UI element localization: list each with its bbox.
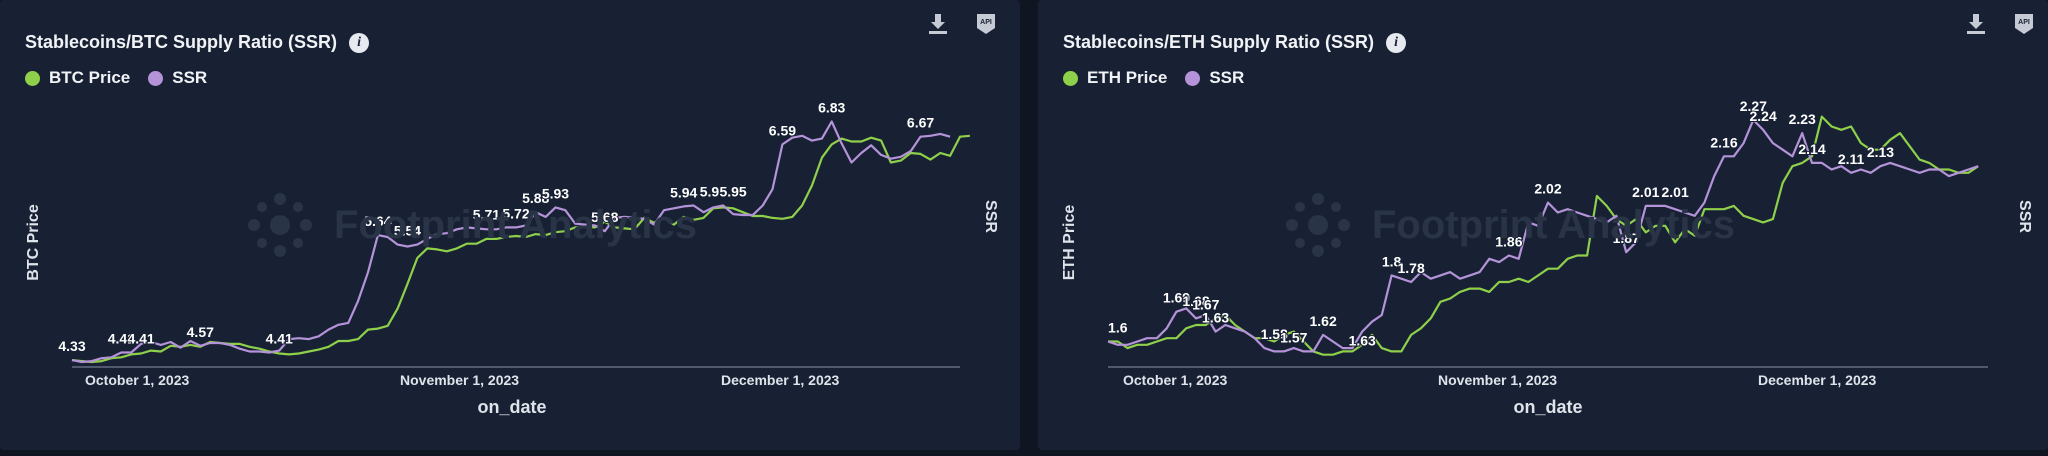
- legend-label: ETH Price: [1087, 68, 1168, 87]
- info-icon[interactable]: i: [349, 32, 370, 53]
- data-label: 6.59: [769, 122, 796, 138]
- legend-item-ssr[interactable]: SSR: [148, 68, 207, 88]
- legend-swatch: [25, 70, 40, 86]
- data-label: 4.33: [58, 338, 85, 354]
- chart-title-text: Stablecoins/BTC Supply Ratio (SSR): [25, 32, 338, 52]
- x-tick-label: November 1, 2023: [400, 372, 519, 388]
- y-axis-title-left: ETH Price: [1061, 205, 1078, 281]
- btc-ssr-chart: October 1, 2023 November 1, 2023 December …: [25, 98, 999, 417]
- data-label: 2.01: [1661, 184, 1688, 200]
- x-tick-label: October 1, 2023: [85, 372, 189, 388]
- data-label: 2.16: [1710, 134, 1737, 150]
- data-label: 5.54: [394, 223, 421, 239]
- legend-swatch: [1063, 70, 1078, 86]
- data-label: 5.88: [522, 190, 549, 206]
- x-tick-label: December 1, 2023: [721, 372, 840, 388]
- legend-item-ssr[interactable]: SSR: [1185, 68, 1244, 88]
- eth-ssr-chart: October 1, 2023 November 1, 2023 December …: [1061, 97, 2033, 417]
- data-label: 1.8: [1382, 253, 1402, 269]
- data-label: 1.63: [1202, 310, 1229, 326]
- x-tick-label: December 1, 2023: [1758, 372, 1877, 388]
- legend-label: BTC Price: [49, 68, 131, 87]
- api-label: API: [980, 19, 992, 26]
- data-label: 1.68: [1182, 293, 1209, 309]
- data-label: 4.57: [187, 324, 214, 340]
- chart-title: Stablecoins/BTC Supply Ratio (SSR) i: [25, 32, 370, 53]
- footprint-logo-icon: [248, 193, 312, 257]
- data-label: 5.71: [473, 206, 500, 222]
- legend-label: SSR: [172, 68, 208, 87]
- data-label: 1.63: [1349, 333, 1376, 349]
- data-label: 2.01: [1632, 184, 1659, 200]
- data-label: 1.86: [1495, 234, 1522, 250]
- chart-panel-eth: October 1, 2023 November 1, 2023 December …: [1038, 0, 2048, 450]
- watermark-text: Footprint Analytics: [1372, 202, 1735, 247]
- download-icon[interactable]: [926, 12, 950, 36]
- data-label: 5.93: [542, 185, 569, 201]
- download-icon[interactable]: [1964, 12, 1988, 36]
- legend: BTC Price SSR: [25, 68, 207, 88]
- data-label: 2.23: [1789, 111, 1816, 127]
- legend-item-price[interactable]: BTC Price: [25, 68, 130, 88]
- data-label: 4.41: [108, 330, 135, 346]
- data-label: 2.27: [1740, 98, 1767, 114]
- y-axis-title-right: SSR: [982, 200, 999, 233]
- data-label: 1.58: [1261, 326, 1288, 342]
- data-label: 2.02: [1534, 181, 1561, 197]
- data-label: 2.11: [1838, 151, 1865, 167]
- data-label: 1.69: [1163, 290, 1190, 306]
- api-label: API: [2018, 19, 2030, 26]
- data-label: 1.67: [1192, 296, 1219, 312]
- watermark: Footprint Analytics: [1278, 185, 1735, 265]
- legend-item-price[interactable]: ETH Price: [1063, 68, 1167, 88]
- series-line-ssr: [1107, 118, 1979, 353]
- data-label: 1.62: [1309, 313, 1336, 329]
- x-tick-label: October 1, 2023: [1123, 372, 1227, 388]
- watermark: Footprint Analytics: [240, 185, 697, 265]
- data-label: 2.14: [1798, 141, 1825, 157]
- x-axis-title: on_date: [1513, 397, 1582, 417]
- data-label: 4.41: [266, 330, 293, 346]
- data-label: 1.6: [1108, 320, 1128, 336]
- api-icon[interactable]: API: [974, 12, 998, 36]
- data-label: 1.87: [1613, 230, 1640, 246]
- data-label: 6.67: [907, 115, 934, 131]
- info-icon[interactable]: i: [1386, 32, 1407, 53]
- legend: ETH Price SSR: [1063, 68, 1244, 88]
- data-label: 5.64: [364, 213, 391, 229]
- data-label: 1.78: [1397, 260, 1424, 276]
- legend-swatch: [148, 70, 164, 86]
- y-axis-title-left: BTC Price: [25, 204, 42, 281]
- data-label: 2.13: [1867, 144, 1894, 160]
- data-label: 5.68: [591, 209, 618, 225]
- watermark-text: Footprint Analytics: [334, 202, 697, 247]
- chart-title-text: Stablecoins/ETH Supply Ratio (SSR): [1063, 32, 1375, 52]
- data-label: 6.83: [818, 99, 845, 115]
- legend-label: SSR: [1209, 68, 1245, 87]
- data-label: 5.95: [719, 183, 746, 199]
- data-label: 5.95: [700, 183, 727, 199]
- data-label: 1.57: [1280, 329, 1307, 345]
- y-axis-title-right: SSR: [2016, 200, 2033, 233]
- data-label: 2.24: [1749, 108, 1776, 124]
- data-label: 5.94: [670, 184, 697, 200]
- x-axis-title: on_date: [477, 397, 546, 417]
- api-icon[interactable]: API: [2012, 12, 2036, 36]
- data-label: 5.72: [502, 205, 529, 221]
- legend-swatch: [1185, 70, 1201, 86]
- series-line-ssr: [71, 120, 951, 364]
- chart-title: Stablecoins/ETH Supply Ratio (SSR) i: [1063, 32, 1407, 53]
- chart-panel-btc: October 1, 2023 November 1, 2023 December …: [0, 0, 1020, 450]
- x-tick-label: November 1, 2023: [1438, 372, 1557, 388]
- footprint-logo-icon: [1286, 193, 1350, 257]
- data-label: 4.41: [127, 330, 154, 346]
